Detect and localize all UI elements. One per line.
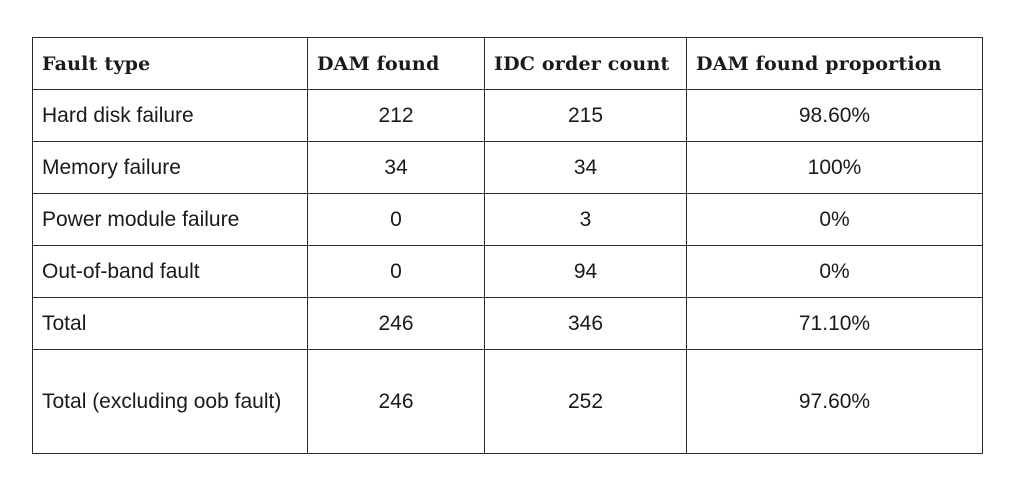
- cell-idc-order-count: 94: [484, 245, 687, 298]
- table-header-row: Fault type DAM found IDC order count DAM…: [32, 37, 983, 90]
- cell-idc-order-count: 215: [484, 89, 687, 142]
- cell-dam-found-proportion: 98.60%: [686, 89, 983, 142]
- cell-dam-found-proportion: 100%: [686, 141, 983, 194]
- cell-dam-found: 246: [307, 349, 485, 454]
- cell-fault-type: Hard disk failure: [32, 89, 308, 142]
- table-row: Memory failure 34 34 100%: [32, 141, 983, 194]
- fault-table-container: Fault type DAM found IDC order count DAM…: [32, 37, 983, 454]
- cell-fault-type: Power module failure: [32, 193, 308, 246]
- table-row: Out-of-band fault 0 94 0%: [32, 245, 983, 298]
- cell-dam-found-proportion: 71.10%: [686, 297, 983, 350]
- cell-dam-found-proportion: 97.60%: [686, 349, 983, 454]
- cell-fault-type: Total (excluding oob fault): [32, 349, 308, 454]
- cell-idc-order-count: 252: [484, 349, 687, 454]
- cell-fault-type: Out-of-band fault: [32, 245, 308, 298]
- header-dam-found-proportion: DAM found proportion: [686, 37, 983, 90]
- cell-idc-order-count: 3: [484, 193, 687, 246]
- header-fault-type: Fault type: [32, 37, 308, 90]
- fault-detection-table: Fault type DAM found IDC order count DAM…: [32, 37, 983, 454]
- cell-fault-type: Total: [32, 297, 308, 350]
- table-row: Power module failure 0 3 0%: [32, 193, 983, 246]
- cell-dam-found-proportion: 0%: [686, 193, 983, 246]
- cell-fault-type: Memory failure: [32, 141, 308, 194]
- header-dam-found: DAM found: [307, 37, 485, 90]
- cell-idc-order-count: 346: [484, 297, 687, 350]
- cell-dam-found-proportion: 0%: [686, 245, 983, 298]
- cell-dam-found: 0: [307, 193, 485, 246]
- cell-dam-found: 212: [307, 89, 485, 142]
- cell-dam-found: 34: [307, 141, 485, 194]
- header-idc-order-count: IDC order count: [484, 37, 687, 90]
- cell-idc-order-count: 34: [484, 141, 687, 194]
- cell-dam-found: 0: [307, 245, 485, 298]
- table-row: Hard disk failure 212 215 98.60%: [32, 89, 983, 142]
- cell-dam-found: 246: [307, 297, 485, 350]
- table-row: Total (excluding oob fault) 246 252 97.6…: [32, 349, 983, 454]
- table-row: Total 246 346 71.10%: [32, 297, 983, 350]
